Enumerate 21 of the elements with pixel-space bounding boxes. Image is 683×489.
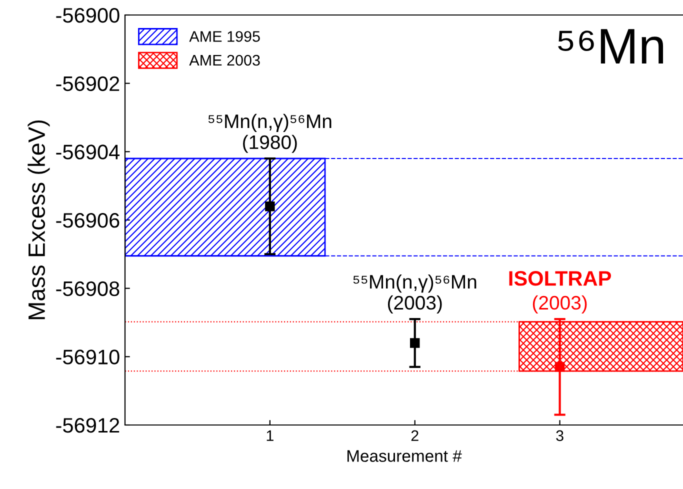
y-tick-label: -56908 bbox=[56, 281, 120, 296]
y-tick-label: -56912 bbox=[56, 418, 120, 433]
x-axis-title: Measurement # bbox=[347, 450, 462, 462]
legend-label: AME 1995 bbox=[189, 31, 260, 42]
y-axis-title: Mass Excess (keV) bbox=[28, 120, 50, 320]
point bbox=[410, 338, 420, 348]
point bbox=[554, 362, 565, 372]
x-tick-label: 2 bbox=[411, 430, 418, 441]
annotation: ISOLTRAP (2003) bbox=[509, 271, 611, 314]
y-tick-label: -56902 bbox=[56, 76, 120, 92]
x-tick-label: 3 bbox=[556, 430, 564, 442]
y-tick-label: -56900 bbox=[56, 8, 120, 23]
y-tick-label: -56904 bbox=[56, 144, 120, 160]
x-tick-label: 1 bbox=[266, 430, 274, 441]
annotation: ⁵⁶Mn bbox=[558, 29, 664, 64]
y-tick-label: -56910 bbox=[56, 350, 120, 364]
annotation: ⁵⁵Mn(n,γ)⁵⁶Mn (2003) bbox=[353, 274, 476, 314]
annotation: ⁵⁵Mn(n,γ)⁵⁶Mn (1980) bbox=[208, 114, 332, 153]
point bbox=[265, 201, 275, 212]
y-tick-label: -56906 bbox=[56, 213, 120, 228]
legend-label: AME 2003 bbox=[189, 54, 260, 66]
